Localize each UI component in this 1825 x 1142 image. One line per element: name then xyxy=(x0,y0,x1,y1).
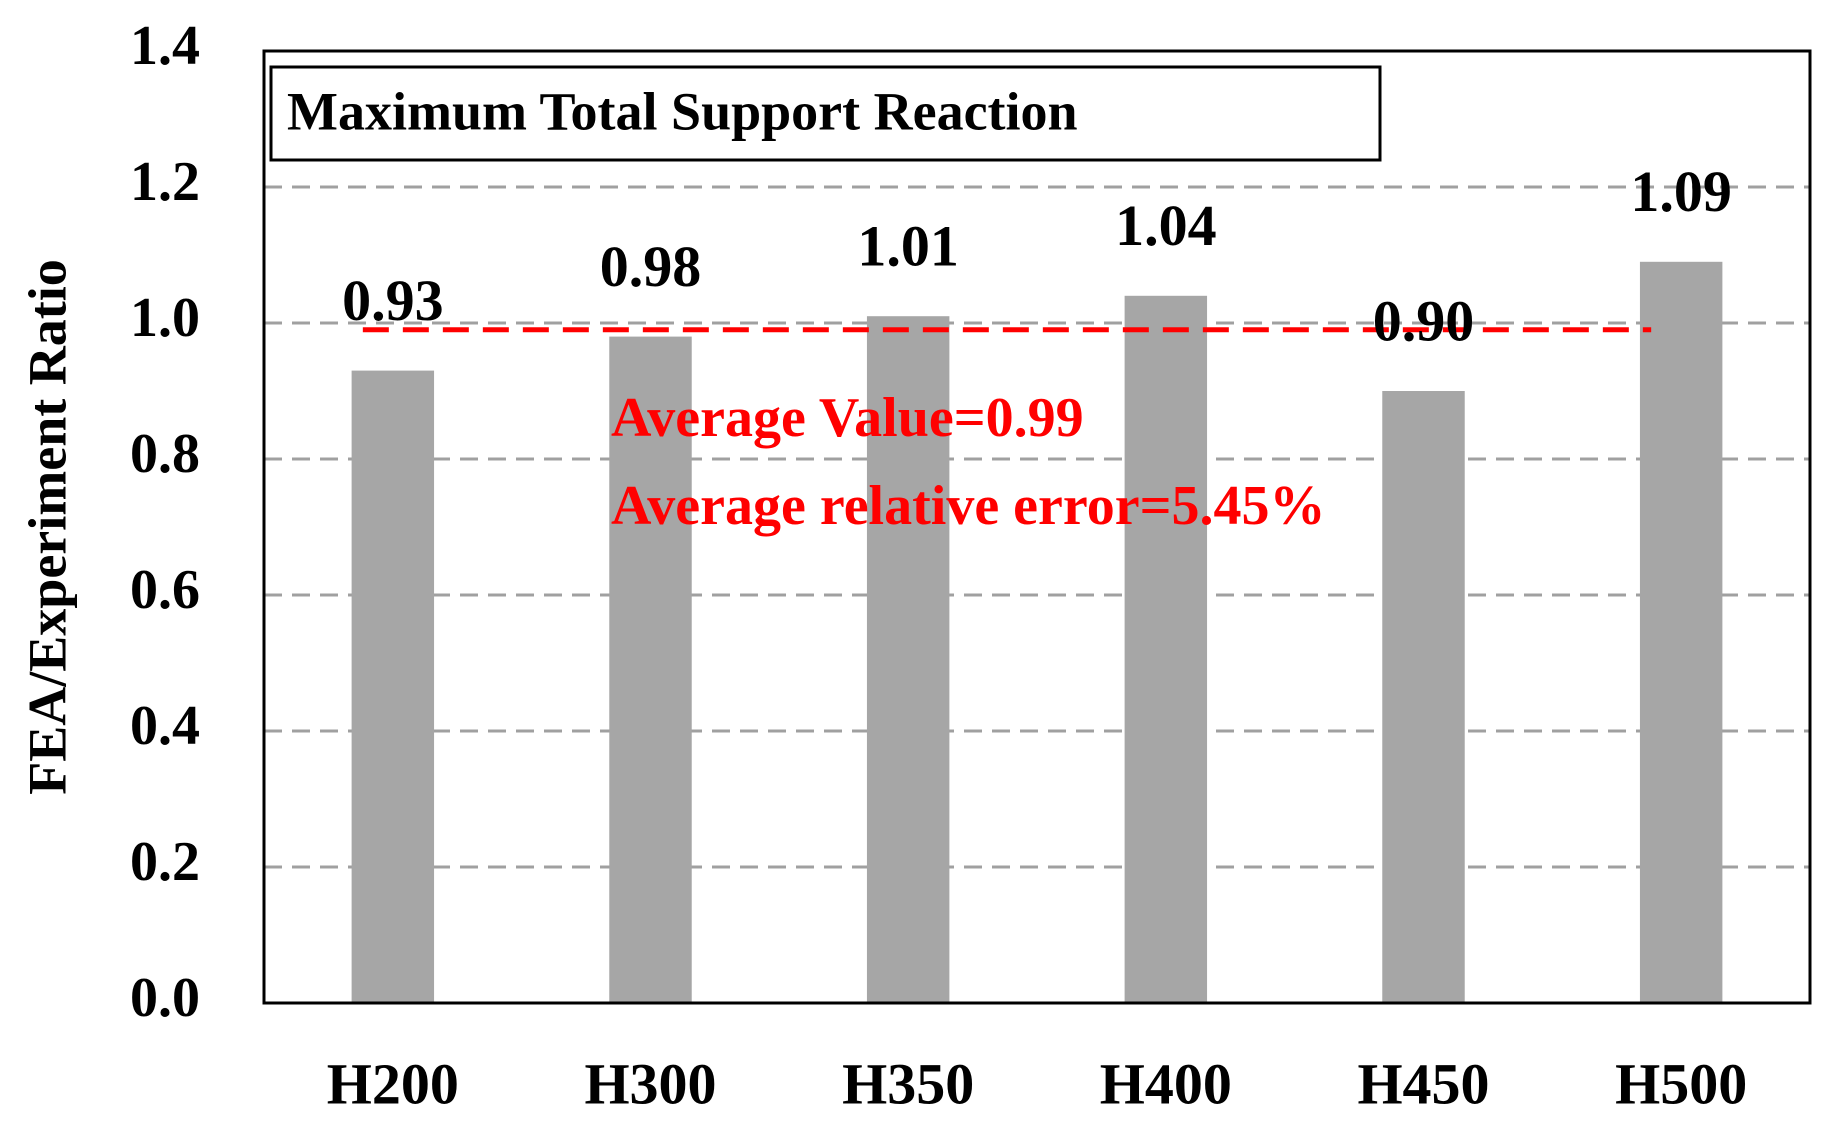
value-label: 1.09 xyxy=(1630,159,1732,224)
value-label: 1.01 xyxy=(857,214,959,279)
value-label: 0.98 xyxy=(600,234,702,299)
y-tick-label: 0.8 xyxy=(130,423,200,485)
y-tick-label: 0.6 xyxy=(130,559,200,621)
y-tick-label: 1.4 xyxy=(130,15,200,77)
chart-title: Maximum Total Support Reaction xyxy=(287,81,1078,141)
annotation: Average relative error=5.45% xyxy=(611,475,1326,537)
title-box xyxy=(269,65,1382,162)
y-tick-label: 0.4 xyxy=(130,695,200,757)
plot-frame xyxy=(262,49,1812,1005)
bar xyxy=(866,316,950,1003)
bar xyxy=(1639,261,1723,1003)
bar xyxy=(351,370,435,1004)
value-label: 1.04 xyxy=(1115,193,1217,258)
x-tick-label: H350 xyxy=(842,1051,974,1116)
y-axis-label: FEA/Experiment Ratio xyxy=(17,259,77,794)
x-tick-label: H200 xyxy=(327,1051,459,1116)
x-tick-label: H500 xyxy=(1615,1051,1747,1116)
bar xyxy=(1382,391,1465,1003)
value-label: 0.93 xyxy=(342,268,444,333)
x-tick-label: H400 xyxy=(1100,1051,1232,1116)
bar xyxy=(609,336,692,1004)
y-tick-label: 0.0 xyxy=(130,967,200,1029)
bar xyxy=(1124,295,1208,1003)
x-tick-label: H450 xyxy=(1357,1051,1489,1116)
annotation: Average Value=0.99 xyxy=(611,387,1084,449)
x-tick-label: H300 xyxy=(584,1051,716,1116)
y-tick-label: 1.2 xyxy=(130,151,200,213)
y-tick-label: 1.0 xyxy=(130,287,200,349)
y-tick-label: 0.2 xyxy=(130,831,200,893)
value-label: 0.90 xyxy=(1373,288,1475,353)
